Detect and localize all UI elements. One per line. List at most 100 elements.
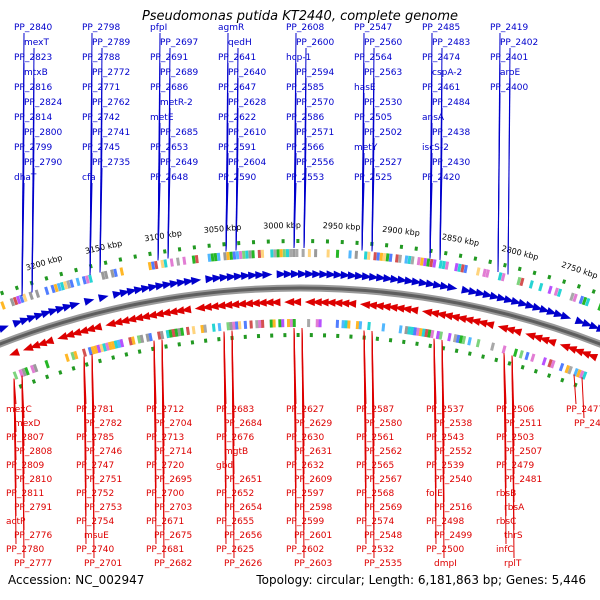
forward-gene-label[interactable]: PP_2604: [228, 158, 267, 251]
track-segment: [279, 249, 283, 258]
track-segment: [452, 334, 458, 343]
reverse-gene-label[interactable]: PP_2538: [434, 340, 473, 429]
forward-gene-label[interactable]: PP_2525: [354, 173, 392, 251]
reverse-gene-label[interactable]: PP_2603: [294, 327, 332, 569]
forward-gene-label[interactable]: PP_2527: [364, 158, 402, 252]
reverse-gene-label[interactable]: PP_2506: [496, 353, 535, 415]
track-segment: [255, 320, 259, 329]
forward-gene-label[interactable]: PP_2400: [490, 83, 529, 272]
forward-gene-name: PP_2430: [432, 158, 471, 168]
reverse-gene-label[interactable]: PP_2627: [286, 328, 324, 415]
track-segment: [415, 327, 420, 336]
gene-arrow: [354, 271, 365, 280]
reverse-gene-label[interactable]: PP_2682: [154, 339, 192, 569]
reverse-gene-label[interactable]: mexC: [6, 378, 32, 415]
gc-tick-outer: [384, 243, 389, 248]
forward-gene-name: PP_2505: [354, 113, 392, 123]
forward-gene-label[interactable]: PP_2590: [218, 173, 257, 252]
forward-gene-label[interactable]: cfa: [82, 173, 96, 275]
reverse-gene-label[interactable]: PP_2625: [216, 331, 254, 555]
reverse-gene-name: PP_2626: [224, 559, 263, 569]
reverse-gene-label[interactable]: dmpI: [434, 340, 457, 569]
reverse-gene-label[interactable]: PP_2532: [356, 330, 394, 555]
reverse-gene-label[interactable]: PP_2681: [146, 340, 184, 555]
gene-arrow: [428, 309, 440, 318]
gene-arrow: [366, 301, 378, 310]
track-segment: [44, 286, 50, 296]
forward-gene-leader: [293, 182, 297, 249]
reverse-gene-label[interactable]: PP_2535: [364, 331, 402, 569]
gc-tick-outer: [14, 285, 19, 291]
reverse-gene-name: PP_2791: [14, 503, 52, 513]
forward-gene-name: agmR: [218, 23, 244, 33]
reverse-gene-label[interactable]: mexD: [14, 375, 40, 429]
reverse-gene-label[interactable]: PP_2602: [286, 328, 324, 555]
reverse-gene-name: PP_2562: [364, 447, 402, 457]
forward-gene-label[interactable]: PP_2649: [160, 158, 199, 259]
gene-arrow: [291, 297, 302, 306]
gc-tick-outer: [296, 238, 300, 244]
reverse-gene-label[interactable]: PP_2704: [154, 339, 193, 429]
forward-gene-label[interactable]: PP_2420: [422, 173, 461, 259]
track-segment: [388, 253, 393, 262]
track-segment: [28, 291, 34, 301]
reverse-gene-name: PP_2809: [6, 461, 45, 471]
gc-tick-inner: [111, 355, 116, 360]
track-segment: [248, 250, 252, 259]
gc-tick-inner: [256, 334, 261, 339]
gc-tick-outer: [311, 239, 315, 244]
reverse-gene-label[interactable]: PP_2785: [76, 356, 114, 443]
forward-gene-label[interactable]: aroE: [500, 68, 521, 275]
reverse-gene-label[interactable]: rplT: [504, 355, 522, 569]
forward-gene-label[interactable]: PP_2735: [92, 158, 130, 273]
reverse-gene-label[interactable]: PP_2712: [146, 340, 184, 415]
forward-gene-name: PP_2653: [150, 143, 188, 153]
reverse-gene-label[interactable]: PP_2781: [76, 356, 114, 415]
reverse-gene-label[interactable]: PP_2480: [574, 377, 600, 429]
gc-tick-inner: [533, 368, 538, 374]
reverse-gene-label[interactable]: PP_2780: [6, 378, 45, 555]
track-segment: [169, 258, 174, 267]
track-segment: [572, 293, 578, 303]
reverse-gene-label[interactable]: PP_2503: [496, 353, 534, 443]
reverse-gene-leader: [293, 328, 297, 545]
reverse-gene-label[interactable]: PP_2777: [14, 375, 52, 569]
forward-gene-label[interactable]: PP_2430: [432, 158, 471, 260]
reverse-gene-label[interactable]: infC: [496, 353, 514, 555]
reverse-gene-name: PP_2632: [286, 461, 324, 471]
reverse-gene-label[interactable]: PP_2500: [426, 338, 465, 555]
gc-tick-outer: [162, 249, 167, 254]
forward-gene-label[interactable]: PP_2553: [286, 173, 324, 249]
gc-tick-inner: [467, 351, 472, 356]
forward-gene-name: PP_2590: [218, 173, 257, 183]
reverse-gene-name: rbsA: [504, 503, 525, 513]
track-segment: [394, 254, 399, 263]
forward-gene-label[interactable]: PP_2648: [150, 173, 189, 261]
track-segment: [251, 250, 255, 259]
reverse-gene-label[interactable]: PP_2683: [216, 331, 254, 415]
forward-gene-label[interactable]: PP_2556: [296, 158, 335, 249]
reverse-gene-label[interactable]: PP_2782: [84, 354, 122, 429]
reverse-gene-label[interactable]: PP_2477: [566, 374, 600, 415]
reverse-gene-name: PP_2477: [566, 405, 600, 415]
track-segment: [119, 267, 125, 276]
reverse-gene-label[interactable]: PP_2587: [356, 330, 394, 415]
track-segment: [113, 340, 119, 349]
reverse-gene-name: PP_2538: [434, 419, 473, 429]
gene-arrow: [574, 316, 586, 325]
reverse-gene-name: PP_2629: [294, 419, 333, 429]
gene-arrow: [404, 276, 415, 285]
forward-gene-label[interactable]: PP_2790: [24, 158, 63, 293]
reverse-gene-label[interactable]: PP_2652: [216, 331, 254, 499]
track-segment: [558, 362, 565, 372]
reverse-gene-label[interactable]: PP_2626: [224, 330, 263, 569]
reverse-gene-label[interactable]: PP_2537: [426, 338, 464, 415]
reverse-gene-label[interactable]: PP_2701: [84, 354, 122, 569]
forward-gene-leader: [21, 182, 25, 296]
reverse-gene-name: PP_2498: [426, 517, 465, 527]
forward-gene-label[interactable]: dhaT: [14, 173, 37, 296]
forward-gene-name: PP_2762: [92, 98, 130, 108]
reverse-gene-label[interactable]: PP_2740: [76, 356, 115, 555]
track-segment: [113, 268, 118, 278]
track-segment: [538, 282, 544, 292]
